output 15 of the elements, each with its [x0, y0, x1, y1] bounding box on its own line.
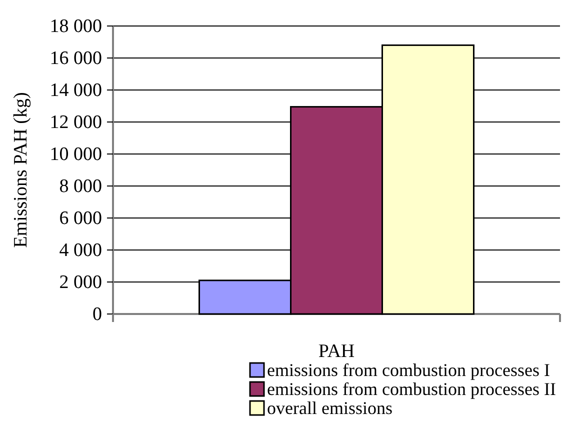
y-tick-label: 10 000: [50, 144, 102, 166]
legend-label: emissions from combustion processes II: [267, 379, 556, 399]
y-tick-label: 14 000: [50, 80, 102, 102]
legend-label: overall emissions: [267, 398, 392, 418]
y-tick-label: 4 000: [59, 240, 102, 262]
y-tick-label: 16 000: [50, 48, 102, 70]
y-tick-label: 0: [92, 304, 102, 326]
x-tick-label: PAH: [318, 341, 355, 362]
y-axis-title: Emissions PAH (kg): [10, 92, 32, 248]
y-tick-label: 6 000: [59, 208, 102, 230]
y-tick-label: 2 000: [59, 272, 102, 294]
legend-label: emissions from combustion processes I: [267, 360, 550, 380]
y-tick-label: 12 000: [50, 112, 102, 134]
y-tick-label: 8 000: [59, 176, 102, 198]
y-tick-label: 18 000: [50, 16, 102, 38]
